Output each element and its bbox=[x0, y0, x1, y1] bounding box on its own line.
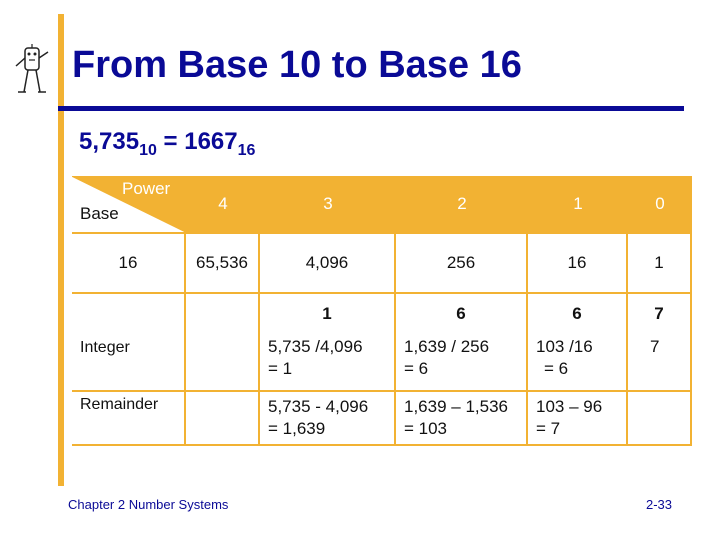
place-value-0: 1 bbox=[654, 253, 664, 272]
integer-cell-2: 1,639 / 256 = 6 bbox=[396, 332, 526, 390]
remainder-cell-3-line2: = 1,639 bbox=[268, 419, 326, 438]
remainder-cell-1-line1: 103 – 96 bbox=[536, 397, 603, 416]
integer-cell-0: 7 bbox=[628, 332, 690, 390]
title-underline-bar bbox=[58, 106, 684, 111]
equation-rhs: 1667 bbox=[184, 128, 238, 155]
remainder-cell-3-line1: 5,735 - 4,096 bbox=[268, 397, 369, 416]
remainder-cell-2-line2: = 103 bbox=[404, 419, 448, 438]
remainder-cell-1: 103 – 96 = 7 bbox=[528, 392, 626, 444]
power-header-2: 2 bbox=[457, 194, 467, 213]
equation-lhs-base: 10 bbox=[139, 142, 157, 159]
equation-rhs-base: 16 bbox=[237, 142, 256, 159]
footer-chapter: Chapter 2 Number Systems bbox=[68, 497, 229, 512]
integer-cell-2-line1: 1,639 / 256 bbox=[404, 337, 490, 356]
power-header-0: 0 bbox=[655, 194, 665, 213]
grid-line bbox=[72, 444, 692, 446]
grid-line bbox=[72, 390, 692, 392]
integer-cell-2-line2: = 6 bbox=[404, 359, 429, 378]
stick-figure-logo-icon bbox=[15, 44, 49, 93]
corner-power-label: Power bbox=[122, 179, 171, 198]
grid-line bbox=[526, 176, 528, 446]
corner-base-label: Base bbox=[80, 204, 119, 223]
grid-line bbox=[626, 176, 628, 446]
digit-0: 7 bbox=[654, 304, 664, 323]
remainder-cell-3: 5,735 - 4,096 = 1,639 bbox=[260, 392, 394, 444]
place-value-4: 65,536 bbox=[196, 253, 248, 272]
power-header-3: 3 bbox=[323, 194, 333, 213]
grid-line bbox=[690, 176, 692, 446]
integer-cell-1-line1: 103 /16 bbox=[536, 337, 593, 356]
grid-line bbox=[72, 292, 692, 294]
integer-cell-1: 103 /16 = 6 bbox=[528, 332, 626, 390]
remainder-cell-2: 1,639 – 1,536 = 103 bbox=[396, 392, 526, 444]
remainder-cell-1-line2: = 7 bbox=[536, 419, 561, 438]
integer-cell-3-line1: 5,735 /4,096 bbox=[268, 337, 363, 356]
grid-line bbox=[184, 176, 186, 446]
conversion-table: Power Base 4 3 2 1 0 16 65,536 4,096 256… bbox=[72, 176, 692, 446]
conversion-equation: 5,73510 = 166716 bbox=[79, 128, 255, 160]
remainder-label: Remainder bbox=[80, 396, 159, 413]
base-value: 16 bbox=[118, 253, 138, 272]
place-value-3: 4,096 bbox=[305, 253, 349, 272]
slide-title: From Base 10 to Base 16 bbox=[72, 44, 522, 86]
corner-diagonal bbox=[72, 176, 186, 232]
vertical-accent-bar bbox=[58, 14, 64, 486]
footer-page-number: 2-33 bbox=[646, 497, 673, 512]
grid-line bbox=[394, 176, 396, 446]
digit-3: 1 bbox=[322, 304, 332, 323]
equation-lhs: 5,735 bbox=[79, 128, 140, 155]
grid-line bbox=[258, 176, 260, 446]
remainder-cell-2-line1: 1,639 – 1,536 bbox=[404, 397, 508, 416]
digit-2: 6 bbox=[456, 304, 466, 323]
integer-cell-0-line1: 7 bbox=[650, 337, 660, 356]
integer-cell-1-line2: = 6 bbox=[544, 359, 569, 378]
table-header-band bbox=[72, 176, 692, 232]
power-header-4: 4 bbox=[218, 194, 228, 213]
place-value-1: 16 bbox=[567, 253, 587, 272]
integer-cell-3-line2: = 1 bbox=[268, 359, 293, 378]
power-header-1: 1 bbox=[573, 194, 583, 213]
digit-1: 6 bbox=[572, 304, 582, 323]
integer-label: Integer bbox=[80, 339, 130, 356]
equation-operator: = bbox=[156, 128, 185, 155]
integer-cell-3: 5,735 /4,096 = 1 bbox=[260, 332, 394, 390]
grid-line bbox=[72, 232, 692, 234]
place-value-2: 256 bbox=[446, 253, 476, 272]
